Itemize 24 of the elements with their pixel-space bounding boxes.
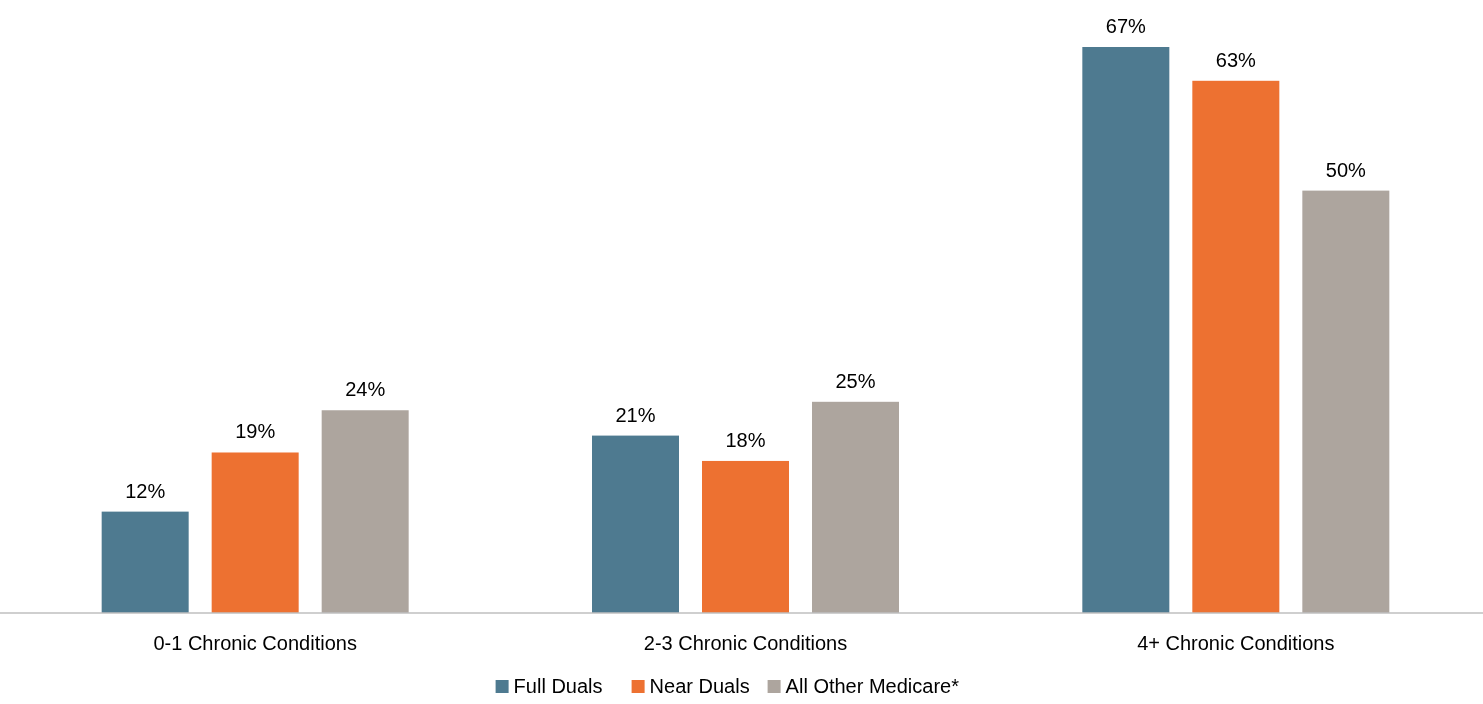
data-label: 19%	[235, 420, 276, 443]
bar	[592, 435, 679, 613]
legend-label: Near Duals	[649, 675, 750, 697]
data-label: 24%	[345, 378, 386, 401]
x-tick-label: 2-3 Chronic Conditions	[643, 632, 848, 654]
legend-label: All Other Medicare*	[785, 675, 960, 697]
bar	[101, 511, 189, 613]
bar	[1082, 47, 1170, 613]
data-label: 12%	[125, 479, 166, 502]
data-label: 18%	[725, 428, 766, 451]
legend-label: Full Duals	[513, 675, 603, 697]
bar	[211, 452, 299, 613]
bar	[702, 460, 789, 613]
data-label: 63%	[1215, 48, 1257, 71]
data-label: 50%	[1325, 158, 1367, 181]
data-label: 67%	[1105, 15, 1147, 37]
bar	[812, 401, 899, 613]
bar	[1302, 190, 1390, 613]
data-label: 25%	[835, 369, 876, 392]
x-tick-label: 0-1 Chronic Conditions	[153, 632, 357, 654]
x-tick-label: 4+ Chronic Conditions	[1137, 632, 1335, 654]
data-label: 21%	[615, 403, 656, 426]
bar	[1192, 80, 1280, 613]
bar	[321, 410, 409, 613]
